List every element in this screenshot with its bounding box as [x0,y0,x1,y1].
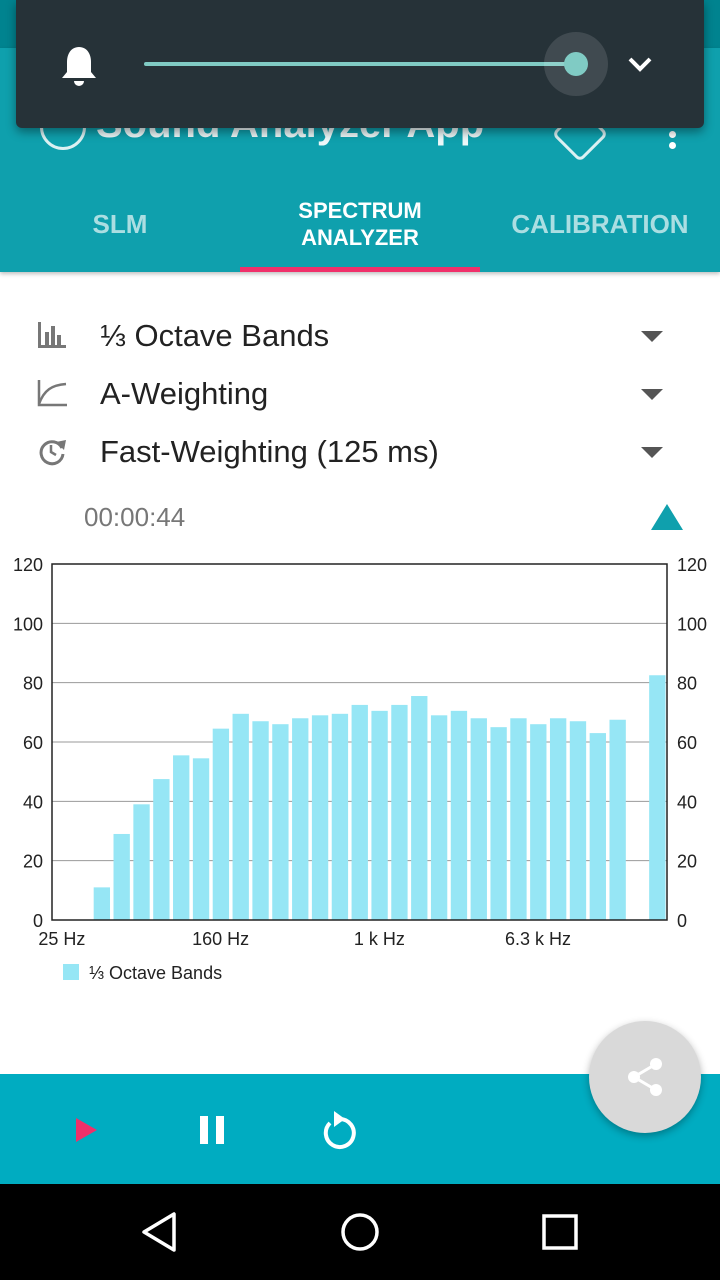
bands-dropdown-arrow-icon[interactable] [641,331,663,342]
volume-slider-thumb[interactable] [564,52,588,76]
x-tick-label: 160 Hz [192,929,249,949]
y-tick-label-right: 100 [677,614,707,634]
weighting-dropdown-arrow-icon[interactable] [641,389,663,400]
y-tick-label-left: 20 [23,852,43,872]
play-button[interactable] [58,1102,114,1158]
tab-spectrum-label-line1: SPECTRUM [298,198,422,223]
bar-15 [351,704,368,920]
weighting-selector[interactable]: A-Weighting [0,364,720,422]
time-weighting-selector-label: Fast-Weighting (125 ms) [100,434,439,469]
y-tick-label-right: 40 [677,792,697,812]
bar-2 [93,887,111,920]
home-icon[interactable] [336,1208,384,1256]
reset-icon [323,1111,356,1149]
tab-slm-label: SLM [92,208,148,239]
bar-18 [411,696,428,920]
x-tick-label: 25 Hz [38,929,85,949]
legend-swatch [63,964,79,980]
bar-3 [113,833,130,920]
bar-4 [133,804,150,920]
plot-frame [51,563,668,921]
y-tick-label-right: 20 [677,852,697,872]
time-weighting-dropdown-arrow-icon[interactable] [641,447,663,458]
spectrum-chart-svg: 0 0 20 20 40 40 60 60 80 80 100 100 120 120 25 Hz 160 H… [13,555,707,983]
bar-10 [252,721,269,920]
y-tick-label-left: 120 [13,555,43,575]
tab-bar: SLM SPECTRUM ANALYZER CALIBRATION [0,176,720,272]
bar-11 [272,724,289,920]
pause-button[interactable] [184,1102,240,1158]
bar-25 [549,718,567,920]
x-tick-label: 1 k Hz [354,929,405,949]
legend-label: ⅓ Octave Bands [89,963,222,983]
tab-spectrum-label-line2: ANALYZER [301,225,419,250]
system-navigation-bar [0,1184,720,1280]
time-weighting-selector[interactable]: Fast-Weighting (125 ms) [0,422,720,480]
y-tick-label-right: 120 [677,555,707,575]
bar-chart-icon [38,322,66,348]
y-tick-label-left: 40 [23,792,43,812]
x-tick-label: 6.3 k Hz [505,929,571,949]
volume-slider-track[interactable] [144,62,576,66]
bar-7 [192,758,210,920]
bar-12 [292,718,309,920]
bar-28 [609,719,626,920]
bar-5 [153,779,170,920]
tab-calibration-label: CALIBRATION [511,208,689,239]
y-tick-label-right: 0 [677,911,687,931]
bar-22 [490,727,507,920]
bar-23 [510,718,527,920]
recents-icon[interactable] [536,1208,584,1256]
clock-refresh-icon [39,440,66,466]
play-icon [76,1118,97,1142]
settings-list: ⅓ Octave Bands A-Weighting Fast-Weightin… [0,306,720,480]
y-tick-label-left: 100 [13,614,43,634]
y-tick-label-left: 80 [23,674,43,694]
collapse-settings-icon[interactable] [651,504,683,530]
volume-panel [16,0,704,128]
back-icon[interactable] [136,1208,184,1256]
share-button[interactable] [589,1021,701,1133]
bar-24 [530,724,547,920]
share-icon [628,1058,662,1096]
bar-20 [450,710,468,920]
curve-icon [37,380,67,407]
spectrum-chart: 0 0 20 20 40 40 60 60 80 80 100 100 120 120 25 Hz 160 H… [0,548,720,1000]
bar-17 [391,704,408,920]
bar-26 [569,721,587,920]
bar-19 [430,715,448,920]
pause-icon [200,1116,224,1144]
y-tick-label-right: 80 [677,674,697,694]
bands-selector-label: ⅓ Octave Bands [100,318,330,353]
bar-21 [470,718,487,920]
chevron-down-icon[interactable] [624,50,656,78]
bar-9 [232,713,249,920]
bar-27 [589,733,606,920]
bar-30 [649,675,666,920]
y-tick-label-right: 60 [677,733,697,753]
bar-8 [212,728,230,920]
y-tick-label-left: 60 [23,733,43,753]
y-tick-label-left: 0 [33,911,43,931]
bar-13 [311,715,329,920]
bell-icon [62,47,96,86]
reset-button[interactable] [312,1102,368,1158]
weighting-selector-label: A-Weighting [100,376,269,411]
bar-16 [371,710,388,920]
bar-14 [331,713,349,920]
tab-slm[interactable]: SLM [0,176,240,272]
bands-selector[interactable]: ⅓ Octave Bands [0,306,720,364]
bar-6 [173,755,190,920]
tab-spectrum-analyzer[interactable]: SPECTRUM ANALYZER [240,176,480,272]
elapsed-timer: 00:00:44 [84,502,186,532]
tab-calibration[interactable]: CALIBRATION [480,176,720,272]
